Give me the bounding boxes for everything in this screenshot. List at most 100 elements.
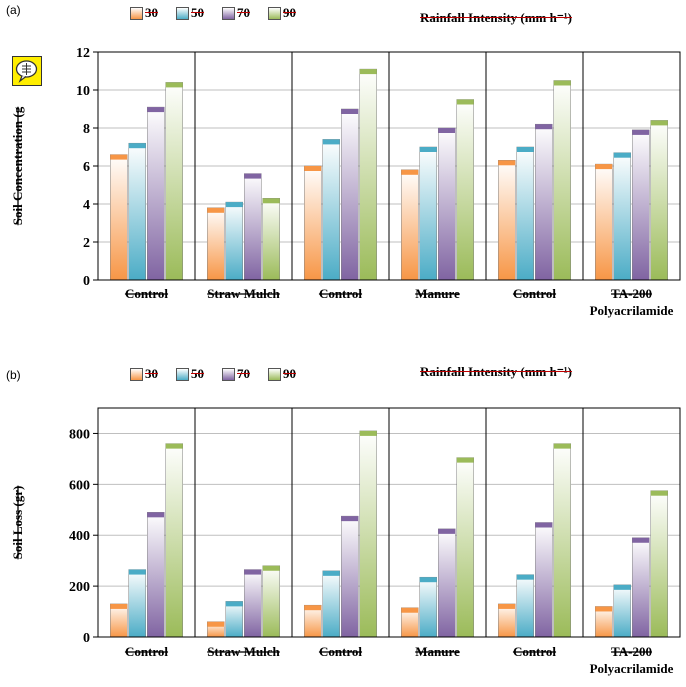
bar [147,512,165,638]
bar-cap [128,143,146,149]
bar-cap [516,147,534,152]
y-tick-label: 4 [83,198,90,213]
plot-frame [97,51,681,281]
legend-b-swatch-90 [268,367,281,381]
legend-b-swatch-70 [222,367,235,381]
panel-a-legend-title: Rainfall Intensity (mm h⁻¹) [420,10,572,25]
bar [553,443,571,638]
bar [147,106,165,281]
legend-b-label-30: 30 [145,366,158,381]
bar-cap [322,570,340,576]
bar [632,537,650,638]
legend-swatch-30 [130,6,143,20]
y-tick-label: 200 [69,580,90,595]
bar-cap [165,443,183,449]
bar [438,127,456,281]
category-label: TA-200 [611,286,652,301]
y-tick-label: 400 [69,529,90,544]
panel-a-legend: 30 50 70 90 [130,5,314,21]
bar [207,207,225,281]
bar-cap [341,516,359,522]
plot-frame [97,407,681,638]
bar-cap [438,128,456,133]
speech-bubble-note-icon[interactable] [12,56,42,86]
bar [262,565,280,638]
legend-b-label-50: 50 [191,366,204,381]
bar-cap [613,152,631,158]
bar [419,576,437,638]
bar [304,165,322,281]
bar-cap [225,202,243,208]
legend-label-50: 50 [191,5,204,20]
bar-cap [650,490,668,496]
bar [322,570,340,638]
bar-cap [244,173,262,179]
bar-cap [207,621,225,627]
y-tick-label: 800 [69,427,90,442]
bar-cap [632,129,650,135]
bar [262,198,280,281]
bar [341,108,359,281]
legend-swatch-90 [268,6,281,20]
legend-b-item-70: 70 [222,366,250,382]
bar [128,142,146,281]
y-tick-label: 0 [83,274,90,289]
category-label: TA-200 [611,644,652,659]
bar [110,154,128,281]
bar [359,430,377,638]
bar-cap [262,198,280,204]
bar-cap [498,160,516,166]
category-label: Control [125,644,168,659]
y-axis-label: Soil Concentration (g [10,106,25,225]
legend-swatch-70 [222,6,235,20]
y-tick-label: 8 [83,122,90,137]
bar-cap [304,166,322,171]
legend-item-70: 70 [222,5,250,21]
bar [516,574,534,638]
bar [341,515,359,638]
bar-cap [359,430,377,436]
bar [650,120,668,281]
panel-a-label: (a) [6,3,21,17]
legend-b-swatch-30 [130,367,143,381]
bar-cap [225,601,243,607]
bar-cap [322,139,340,145]
category-label: Control [125,286,168,301]
bar [595,163,613,281]
y-tick-label: 12 [76,46,90,61]
bar-cap [613,584,631,590]
y-tick-label: 6 [83,160,90,175]
bar [322,139,340,281]
legend-b-label-90: 90 [283,366,296,381]
bar-cap [498,603,516,609]
category-label: Polyacrilamide [590,303,674,318]
bar [225,201,243,281]
category-label: Polyacrilamide [590,661,674,676]
bar-cap [595,164,613,170]
bar-cap [165,82,183,88]
bar-cap [401,607,419,613]
bar-cap [632,537,650,543]
legend-swatch-50 [176,6,189,20]
legend-item-90: 90 [268,5,296,21]
category-label: Straw Mulch [207,644,280,659]
bar-cap [419,577,437,583]
bar-cap [128,569,146,575]
bar [165,443,183,638]
bar-cap [401,169,419,175]
bar-cap [456,99,474,105]
legend-b-item-50: 50 [176,366,204,382]
bar-cap [595,606,613,612]
bar [535,123,553,281]
bar [244,569,262,638]
y-tick-label: 0 [83,631,90,646]
chart-soil-loss: 0 200 400 600 800 Control Straw Mulch Control Ma… [10,407,681,676]
bar-cap [341,109,359,114]
bar-cap [304,605,322,611]
y-tick-label: 600 [69,478,90,493]
legend-b-label-70: 70 [237,366,250,381]
bar [535,522,553,638]
bar [359,68,377,281]
bar [225,601,243,638]
